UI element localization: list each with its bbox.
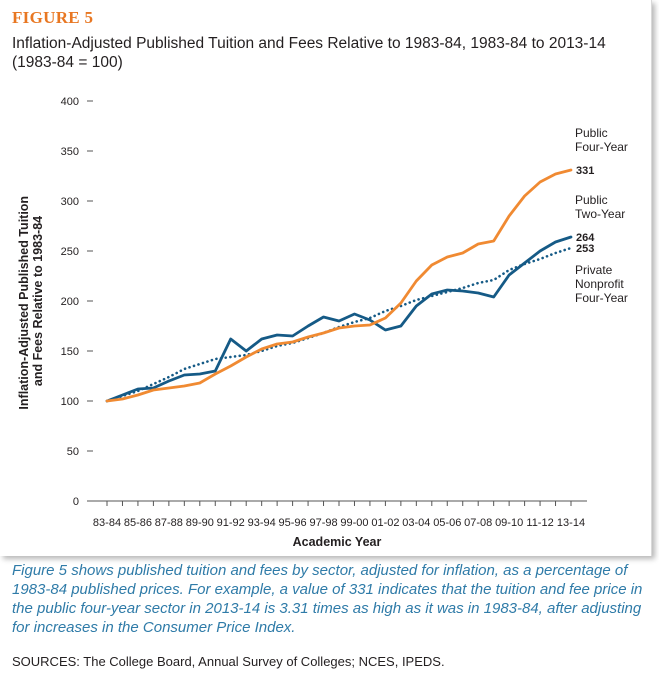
x-tick-label: 07-08 xyxy=(464,517,492,529)
series-label-line: Public xyxy=(575,126,608,140)
series-line-public-two-year xyxy=(105,235,573,403)
series-lines xyxy=(105,168,573,403)
y-tick-label: 0 xyxy=(73,496,79,508)
end-value-public-four-year: 331 xyxy=(576,165,594,177)
series-label-public-four-year: Public Four-Year xyxy=(575,126,628,154)
y-axis-title-line-2: and Fees Relative to 1983-84 xyxy=(31,216,45,386)
series-label-private-nonprofit-four-year: Private Nonprofit Four-Year xyxy=(575,263,628,305)
chart-title: Inflation-Adjusted Published Tuition and… xyxy=(12,35,606,71)
y-tick-label: 50 xyxy=(67,446,79,458)
x-tick-label: 91-92 xyxy=(217,517,245,529)
y-tick-label: 350 xyxy=(61,146,79,158)
series-label-line: Two-Year xyxy=(575,207,625,221)
series-label-line: Four-Year xyxy=(575,140,628,154)
series-label-line: Four-Year xyxy=(575,291,628,305)
x-tick-label: 99-00 xyxy=(340,517,368,529)
series-label-public-two-year: Public Two-Year xyxy=(575,193,625,221)
series-line-public-four-year xyxy=(105,168,573,403)
y-tick-label: 300 xyxy=(61,196,79,208)
x-tick-label: 83-84 xyxy=(93,517,121,529)
figure-caption: Figure 5 shows published tuition and fee… xyxy=(12,562,643,636)
y-axis-title: Inflation-Adjusted Published Tuition and… xyxy=(17,192,45,409)
series-label-line: Public xyxy=(575,193,608,207)
x-axis: 83-84 85-86 87-88 89-90 91-92 93-94 95-96 97-98… xyxy=(87,500,587,529)
figure-label: FIGURE 5 xyxy=(12,8,94,27)
end-value-public-two-year: 264 xyxy=(576,232,595,244)
y-axis: 0 50 100 150 200 250 300 350 400 xyxy=(61,96,93,508)
x-tick-label: 03-04 xyxy=(402,517,430,529)
x-axis-title: Academic Year xyxy=(293,535,382,549)
x-tick-label: 85-86 xyxy=(124,517,152,529)
x-tick-label: 89-90 xyxy=(186,517,214,529)
x-tick-label: 01-02 xyxy=(371,517,399,529)
x-tick-label: 13-14 xyxy=(557,517,585,529)
series-label-line: Nonprofit xyxy=(575,277,624,291)
y-tick-label: 100 xyxy=(61,396,79,408)
x-tick-label: 93-94 xyxy=(248,517,276,529)
x-tick-label: 05-06 xyxy=(433,517,461,529)
y-tick-label: 250 xyxy=(61,246,79,258)
y-axis-title-line-1: Inflation-Adjusted Published Tuition xyxy=(17,196,31,410)
x-tick-label: 97-98 xyxy=(309,517,337,529)
x-tick-label: 87-88 xyxy=(155,517,183,529)
sources-note: SOURCES: The College Board, Annual Surve… xyxy=(12,654,445,669)
series-label-line: Private xyxy=(575,263,613,277)
y-tick-label: 200 xyxy=(61,296,79,308)
y-tick-label: 150 xyxy=(61,346,79,358)
figure-card: FIGURE 5 Inflation-Adjusted Published Tu… xyxy=(12,0,652,556)
line-chart: 0 50 100 150 200 250 300 350 400 83-84 85-86 87-88… xyxy=(17,96,628,549)
x-tick-label: 95-96 xyxy=(279,517,307,529)
x-tick-label: 11-12 xyxy=(526,517,553,529)
y-tick-label: 400 xyxy=(61,96,79,108)
end-value-private-nonprofit-four-year: 253 xyxy=(576,243,594,255)
x-tick-label: 09-10 xyxy=(495,517,523,529)
